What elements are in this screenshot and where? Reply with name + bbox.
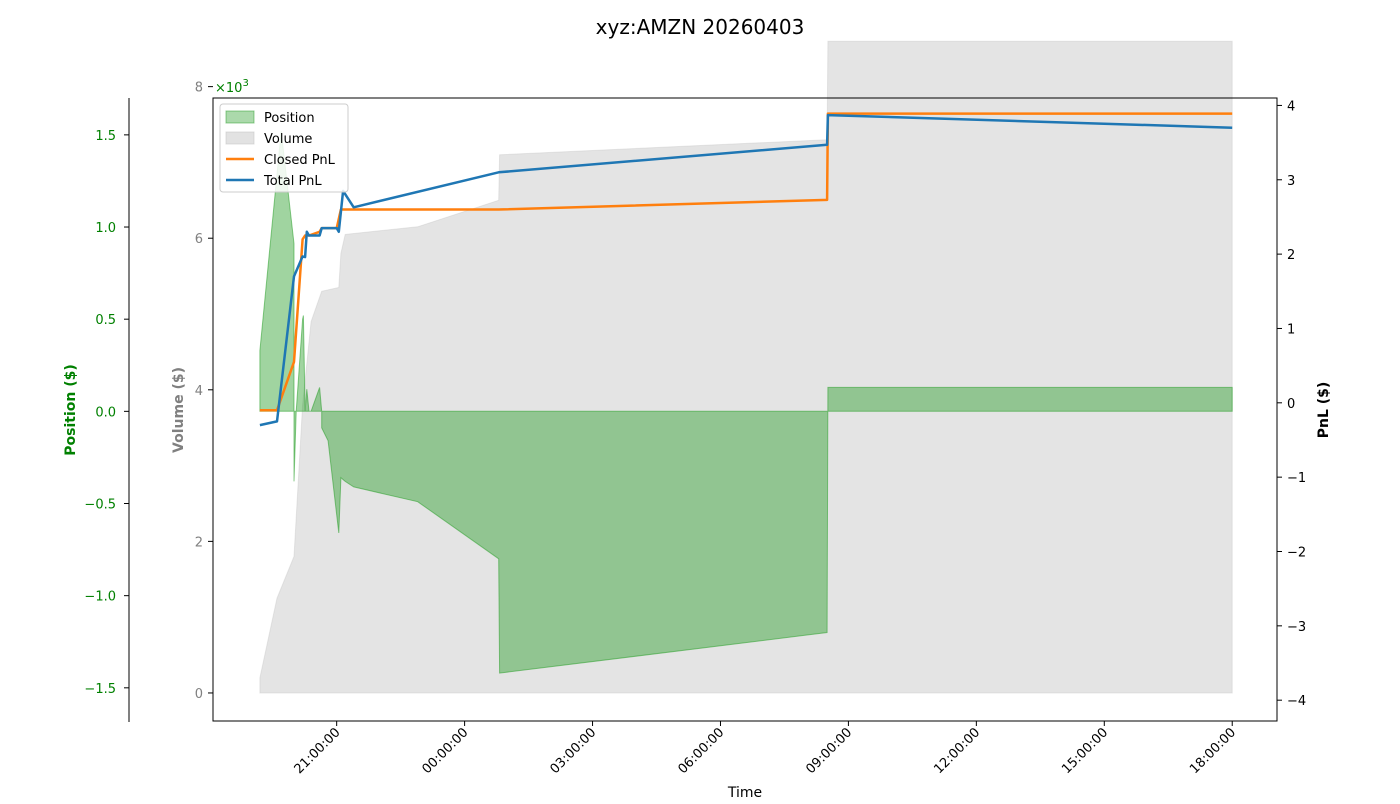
pnl-axis-label: PnL ($) (1316, 382, 1332, 439)
volume-tick-label: 4 (195, 384, 203, 399)
position-tick-label: −0.5 (84, 498, 116, 513)
pnl-tick-label: 3 (1287, 174, 1295, 189)
pnl-tick-label: 1 (1287, 322, 1295, 337)
legend-label: Total PnL (263, 174, 322, 189)
pnl-series (259, 112, 1233, 427)
volume-tick-label: 6 (195, 232, 203, 247)
position-tick-label: −1.0 (84, 590, 116, 605)
legend-label: Volume (264, 132, 312, 147)
pnl-axis-ticks: 4 3 2 1 0 −1 −2 −3 −4 (1277, 99, 1306, 709)
position-area (259, 131, 1233, 674)
volume-axis-ticks: 8 6 4 2 0 (195, 81, 213, 702)
position-axis-ticks: 1.5 1.0 0.5 0.0 −0.5 −1.0 −1.5 (84, 129, 129, 697)
legend-swatch-position (225, 110, 255, 124)
position-tick-label: 1.5 (95, 129, 116, 144)
position-tick-label: 0.5 (95, 313, 116, 328)
pnl-tick-label: 0 (1287, 397, 1295, 412)
position-axis-multiplier: ×103 (215, 78, 249, 96)
volume-tick-label: 8 (195, 81, 203, 96)
legend-items: Position Volume Closed PnL Total PnL (225, 110, 336, 189)
volume-series (259, 40, 1233, 694)
pnl-tick-label: −3 (1287, 620, 1306, 635)
position-multiplier-exponent: 3 (242, 78, 248, 89)
legend-swatch-volume (225, 131, 255, 145)
position-tick-label: 1.0 (95, 221, 116, 236)
pnl-tick-label: 4 (1287, 99, 1295, 114)
chart-title: xyz:AMZN 20260403 (596, 15, 805, 39)
position-axis-label: Position ($) (63, 364, 79, 456)
volume-axis-label: Volume ($) (171, 367, 187, 453)
plot-frame (212, 97, 1278, 722)
position-axis: 1.5 1.0 0.5 0.0 −0.5 −1.0 −1.5 Position ($) ×1… (63, 78, 249, 722)
position-multiplier-base: ×10 (215, 81, 242, 96)
total-pnl-line (259, 113, 1233, 427)
pnl-tick-label: −4 (1287, 694, 1306, 709)
legend-box (219, 103, 349, 193)
position-tick-label: 0.0 (95, 405, 116, 420)
pnl-axis: 4 3 2 1 0 −1 −2 −3 −4 PnL ($) (1277, 99, 1332, 709)
pnl-tick-label: 2 (1287, 248, 1295, 263)
volume-tick-label: 2 (195, 535, 203, 550)
plot-area (212, 40, 1278, 722)
volume-area (259, 40, 1233, 694)
legend-label: Position (264, 111, 315, 126)
pnl-tick-label: −2 (1287, 545, 1306, 560)
volume-tick-label: 0 (195, 687, 203, 702)
legend-label: Closed PnL (264, 153, 336, 168)
legend: Position Volume Closed PnL Total PnL (219, 103, 349, 193)
pnl-tick-label: −1 (1287, 471, 1306, 486)
position-tick-label: −1.5 (84, 682, 116, 697)
time-axis-label: Time (727, 785, 762, 800)
volume-axis: 8 6 4 2 0 Volume ($) (171, 81, 213, 702)
position-series (259, 131, 1233, 674)
